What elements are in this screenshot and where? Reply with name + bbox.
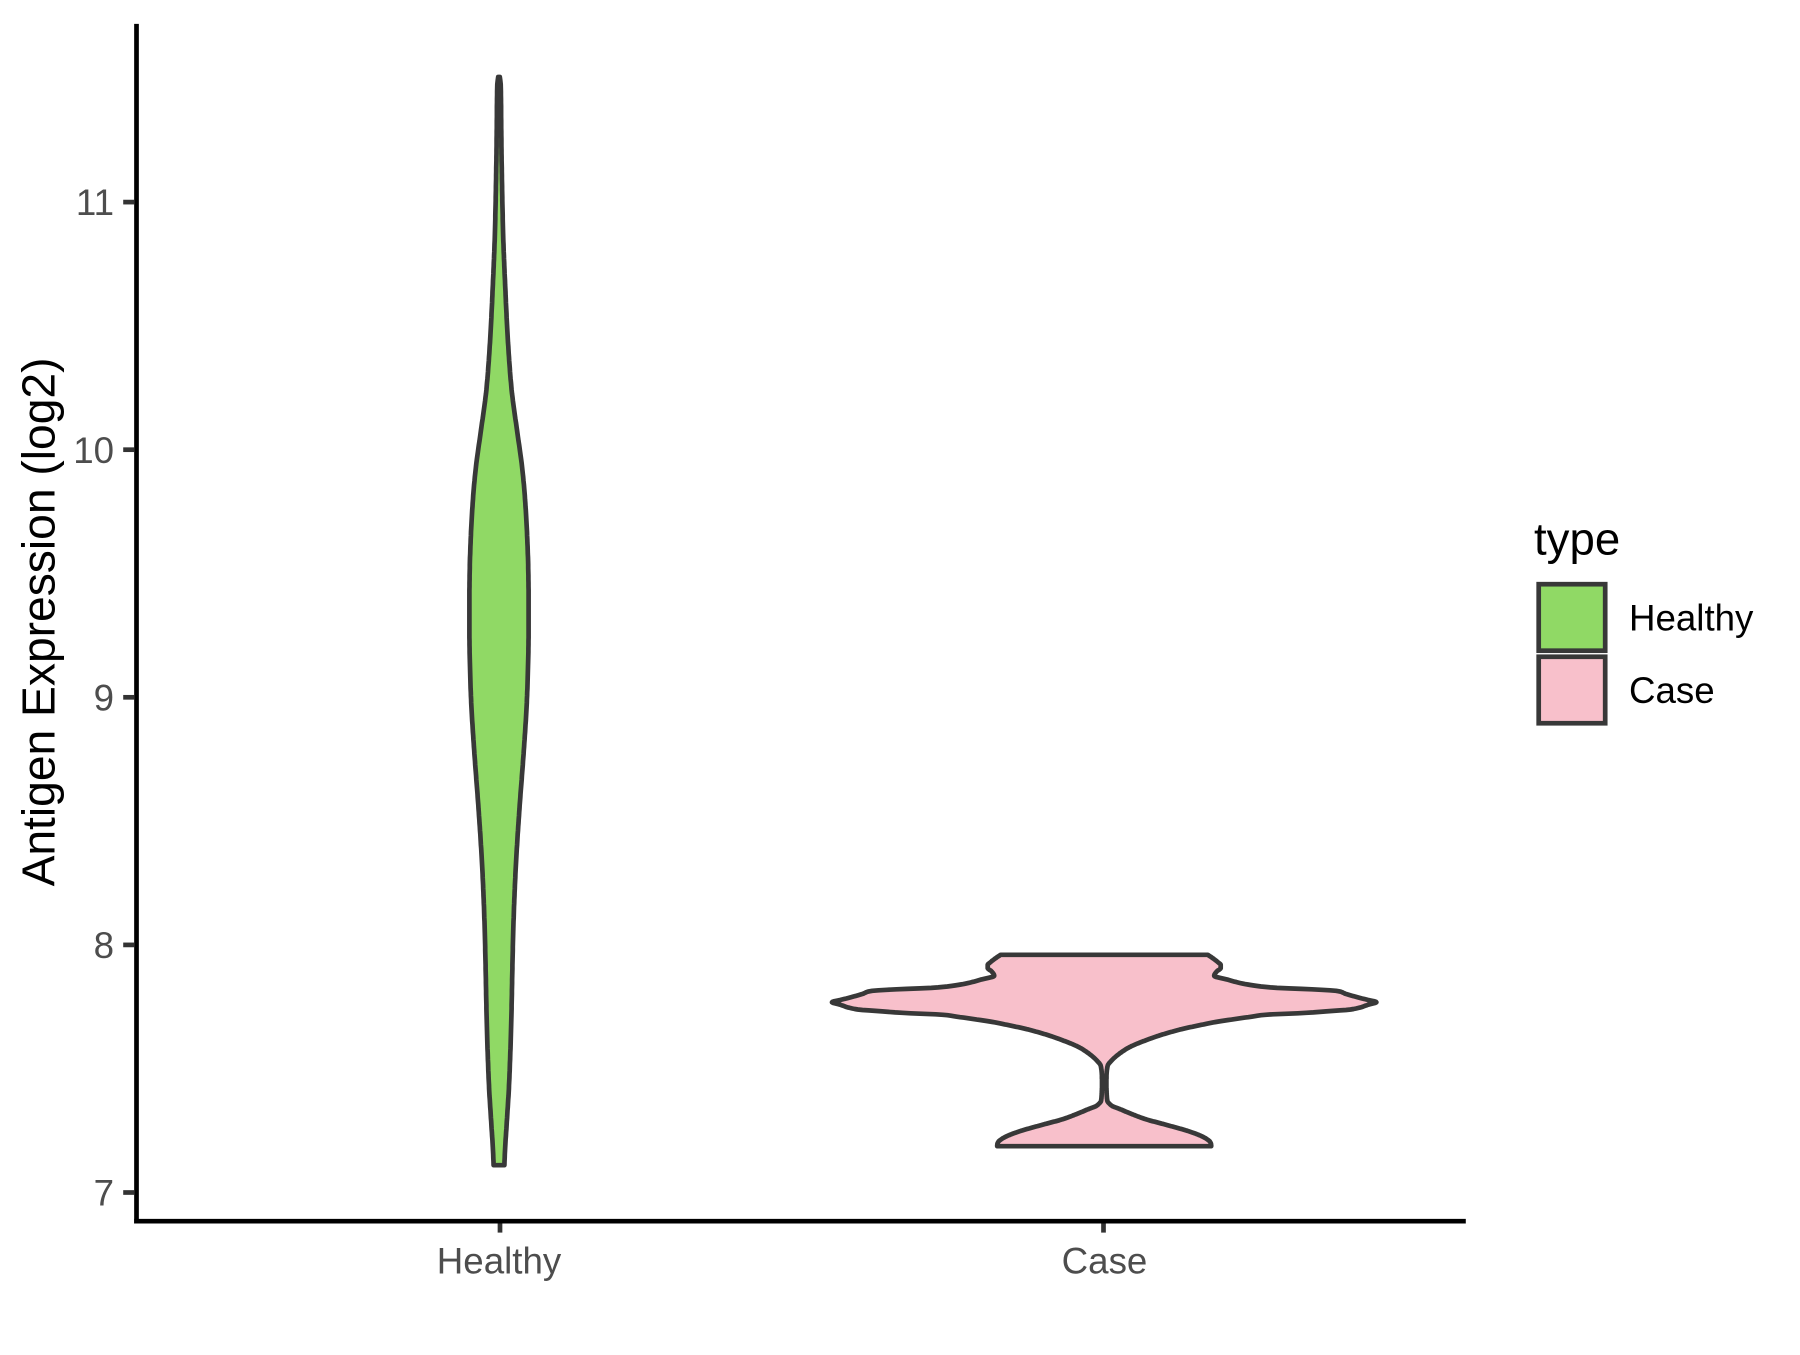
svg-text:7: 7 <box>94 1173 114 1214</box>
svg-text:9: 9 <box>94 677 114 718</box>
svg-text:Healthy: Healthy <box>437 1240 562 1281</box>
svg-text:Case: Case <box>1062 1240 1148 1281</box>
svg-text:Healthy: Healthy <box>1629 598 1754 639</box>
svg-text:Case: Case <box>1629 670 1715 711</box>
svg-text:10: 10 <box>73 430 114 471</box>
svg-text:type: type <box>1534 513 1620 564</box>
svg-text:8: 8 <box>94 925 114 966</box>
svg-text:11: 11 <box>76 182 114 223</box>
svg-text:Antigen Expression (log2): Antigen Expression (log2) <box>13 358 65 887</box>
